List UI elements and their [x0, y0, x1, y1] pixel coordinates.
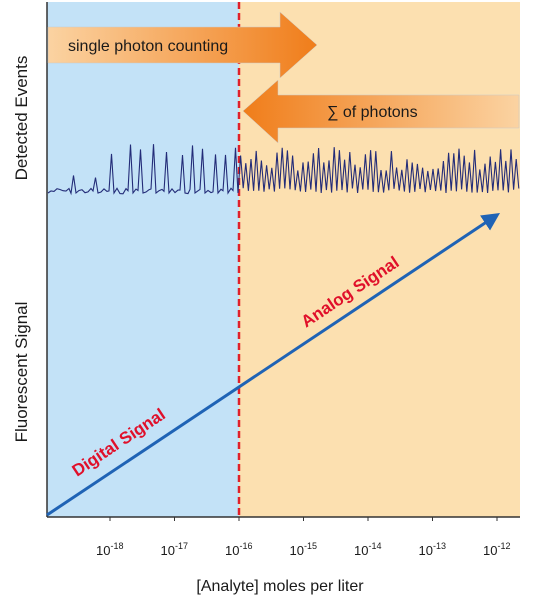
x-tick-label: 10-15	[290, 541, 317, 558]
arrow-counting-label: single photon counting	[68, 38, 228, 55]
x-tick-label: 10-14	[354, 541, 381, 558]
detected-events-trace	[47, 144, 520, 196]
x-tick-label: 10-17	[161, 541, 188, 558]
arrow-sum-label: ∑ of photons	[327, 104, 418, 121]
sum-of-photons-arrow: ∑ of photons	[242, 79, 520, 144]
single-photon-counting-arrow: single photon counting	[47, 11, 318, 79]
x-axis-label: [Analyte] moles per liter	[196, 578, 364, 595]
x-tick-label: 10-18	[96, 541, 123, 558]
x-tick-label: 10-13	[419, 541, 446, 558]
analog-region	[239, 2, 520, 517]
detected-events-axis-label: Detected Events	[12, 56, 31, 181]
x-axis-ticks: 10-18 10-17 10-16 10-15 10-14 10-13 10-12	[96, 517, 510, 558]
x-tick-label: 10-16	[225, 541, 252, 558]
fluorescent-signal-line	[46, 213, 500, 517]
digital-region	[47, 2, 239, 517]
fluorescent-signal-axis-label: Fluorescent Signal	[12, 302, 31, 443]
x-tick-label: 10-12	[483, 541, 510, 558]
